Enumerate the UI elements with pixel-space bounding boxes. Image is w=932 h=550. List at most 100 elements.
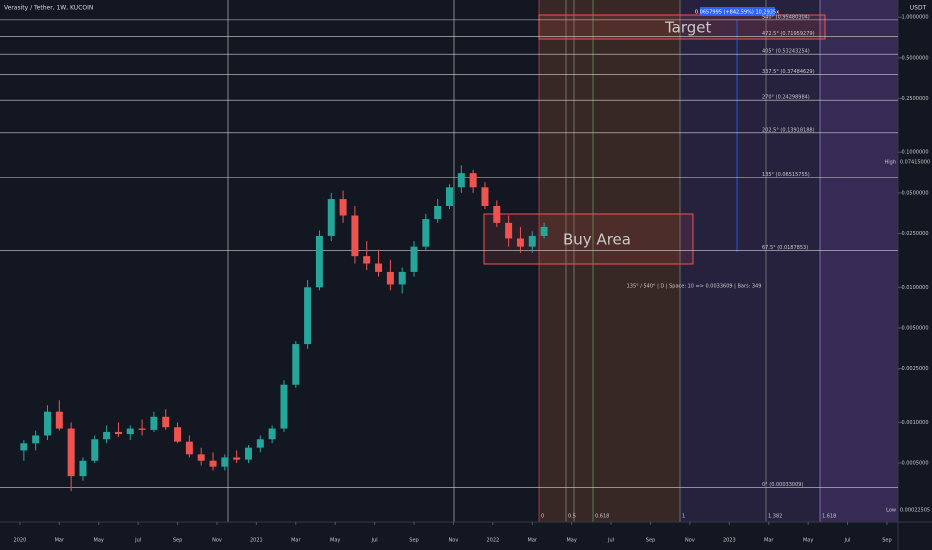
gann-level-label: 540° (0.95480304)	[762, 14, 810, 20]
candle-body	[292, 344, 300, 385]
candle-body	[351, 215, 359, 257]
candle-body	[315, 235, 323, 288]
x-tick-label: Mar	[764, 538, 774, 544]
high-value: 0.07415000	[900, 160, 930, 166]
gann-level-label: 472.5° (0.71959279)	[762, 31, 815, 37]
x-tick-label: Mar	[528, 538, 538, 544]
candle-body	[375, 263, 383, 272]
time-zone	[820, 0, 898, 522]
candle-body	[103, 431, 111, 440]
y-tick-label: 0.0025000	[901, 366, 928, 372]
candle-body	[410, 246, 418, 272]
vertical-lines	[227, 0, 821, 522]
gann-level-label: 135° (0.06515755)	[762, 172, 810, 178]
candle-body	[55, 411, 63, 429]
candle-body	[20, 443, 28, 451]
y-tick-label: 0.0250000	[901, 231, 928, 237]
y-tick-label: 0.0005000	[901, 461, 928, 467]
candle-body	[244, 447, 252, 460]
candle-body	[280, 384, 288, 429]
candle-body	[114, 431, 122, 435]
candle-body	[256, 439, 264, 448]
x-tick-label: May	[94, 538, 104, 544]
gann-level-label: 67.5° (0.0187853)	[762, 245, 808, 251]
time-zone-label: 0.5	[568, 514, 576, 520]
candle-body	[516, 238, 524, 247]
candle-body	[398, 271, 406, 285]
y-tick-label: 0.2500000	[901, 96, 928, 102]
high-label: High	[885, 160, 897, 166]
candle-body	[67, 428, 75, 477]
x-tick-label: Sep	[882, 538, 891, 544]
gann-level-label: 202.5° (0.13918188)	[762, 127, 815, 133]
target-box	[538, 14, 826, 40]
x-tick-label: Mar	[291, 538, 301, 544]
candle-body	[91, 439, 99, 461]
gann-level-label: 270° (0.24298984)	[762, 95, 810, 101]
candle-body	[422, 219, 430, 247]
y-tick-label: 0.0500000	[901, 190, 928, 196]
candle-body	[197, 454, 205, 461]
time-zone-label: 0	[541, 514, 544, 520]
x-tick-label: May	[803, 538, 813, 544]
x-tick-label: Nov	[449, 538, 459, 544]
x-tick-label: May	[566, 538, 576, 544]
x-tick-label: Sep	[409, 538, 418, 544]
candle-body	[434, 205, 442, 220]
y-tick-label: 0.0050000	[901, 325, 928, 331]
candle-body	[363, 256, 371, 264]
time-zone	[680, 0, 820, 522]
y-tick-label: 0.5000000	[901, 55, 928, 61]
candle-body	[174, 427, 182, 442]
x-tick-label: Jul	[607, 538, 614, 544]
gann-level-label: 405° (0.53243254)	[762, 49, 810, 55]
time-zone-label: 1.382	[768, 514, 782, 520]
candle-body	[445, 187, 453, 206]
candle-body	[540, 226, 548, 236]
x-tick-label: Sep	[646, 538, 655, 544]
y-tick-label: 1.0000000	[901, 15, 928, 21]
measure-box	[700, 7, 775, 16]
x-tick-label: Mar	[55, 538, 65, 544]
x-tick-label: Jul	[844, 538, 851, 544]
candle-body	[481, 187, 489, 206]
candle-body	[327, 199, 335, 236]
chart-title: Verasity / Tether, 1W, KUCOIN	[4, 5, 93, 12]
candle-body	[185, 441, 193, 455]
x-tick-label: Jul	[371, 538, 378, 544]
candle-body	[469, 173, 477, 188]
candle-body	[221, 457, 229, 467]
currency: USDT	[910, 5, 927, 12]
candle-body	[493, 205, 501, 223]
candle-body	[304, 287, 312, 345]
buy-label: Buy Area	[563, 231, 631, 249]
low-label: Low	[886, 508, 896, 514]
low-value: 0.00022505	[900, 508, 930, 514]
candle-body	[150, 416, 158, 430]
candle-body	[339, 199, 347, 216]
candle-body	[209, 460, 217, 467]
x-tick-label: 2022	[486, 538, 499, 544]
x-tick-label: Sep	[173, 538, 182, 544]
y-tick-label: 0.0100000	[901, 285, 928, 291]
candle-body	[138, 428, 146, 430]
candle-body	[268, 428, 276, 440]
gann-note: 135° / 540° | D | Space: 10 => 0.0033609…	[627, 284, 762, 290]
measure-label: 0.0657995 (+842.59%) 10.2935x	[695, 10, 779, 16]
candle-body	[126, 428, 134, 435]
x-tick-label: 2023	[723, 538, 736, 544]
x-tick-label: 2021	[250, 538, 263, 544]
y-tick-label: 0.1000000	[901, 150, 928, 156]
candle-body	[386, 271, 394, 285]
x-tick-label: Nov	[212, 538, 222, 544]
candle-body	[233, 457, 241, 460]
gann-level-label: 337.5° (0.37484629)	[762, 69, 815, 75]
candle-body	[162, 416, 170, 428]
x-tick-label: 2020	[14, 538, 27, 544]
time-zone-label: 1.618	[822, 514, 836, 520]
target-label: Target	[664, 19, 712, 37]
x-tick-label: Nov	[685, 538, 695, 544]
candle-body	[505, 222, 513, 239]
